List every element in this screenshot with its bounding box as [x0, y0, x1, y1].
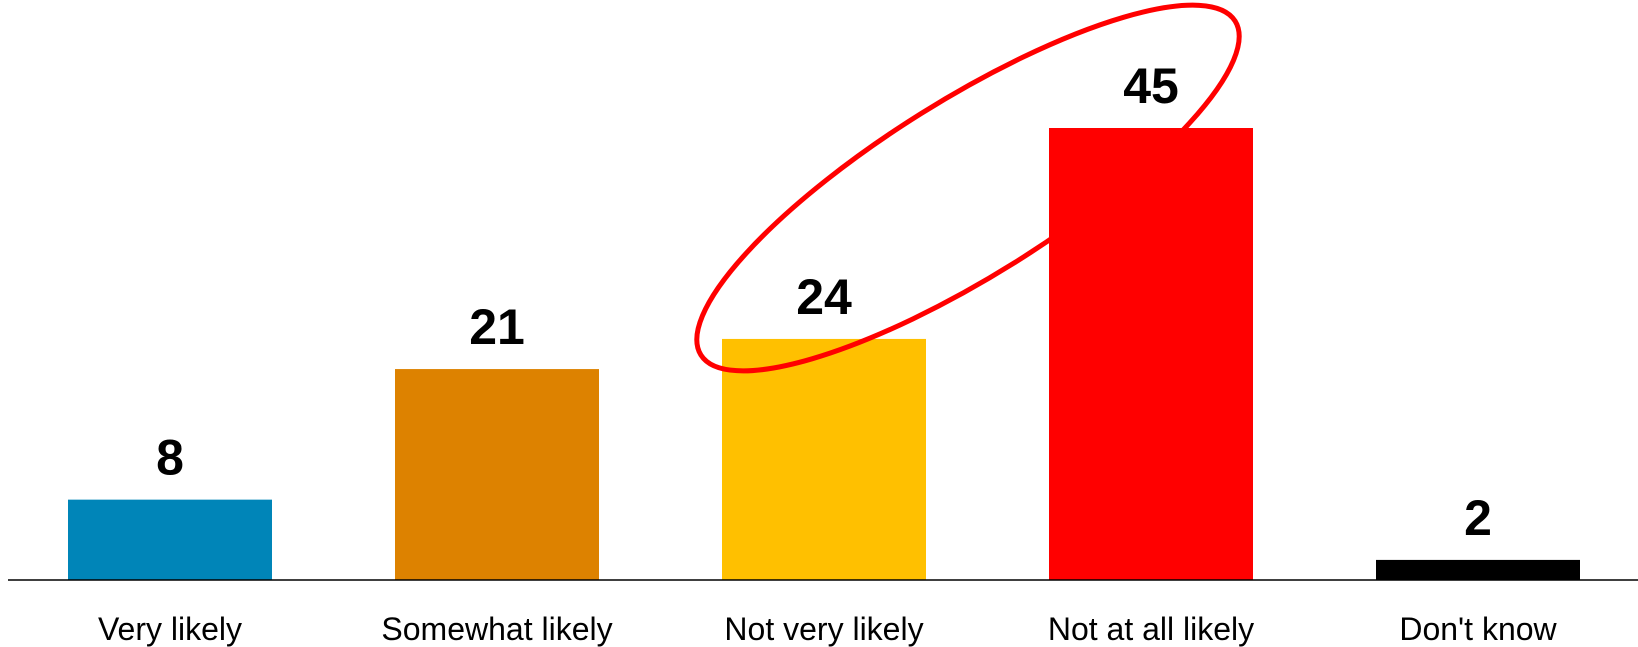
category-label-1: Somewhat likely	[381, 611, 612, 647]
category-label-2: Not very likely	[724, 611, 923, 647]
bar-3	[1049, 128, 1253, 580]
bar-0	[68, 499, 272, 580]
category-label-4: Don't know	[1399, 611, 1557, 647]
bars-group	[68, 128, 1580, 580]
value-label-1: 21	[469, 299, 525, 355]
bar-2	[722, 338, 926, 580]
bar-1	[395, 369, 599, 580]
value-label-0: 8	[156, 430, 184, 486]
category-label-3: Not at all likely	[1048, 611, 1254, 647]
value-label-2: 24	[796, 269, 852, 325]
highlight-ellipse	[694, 2, 1242, 374]
category-label-0: Very likely	[98, 611, 242, 647]
value-label-3: 45	[1123, 58, 1179, 114]
bar-4	[1376, 559, 1580, 580]
labels-group: 8 Very likely 21 Somewhat likely 24 Not very …	[98, 58, 1558, 647]
value-label-4: 2	[1464, 490, 1492, 546]
